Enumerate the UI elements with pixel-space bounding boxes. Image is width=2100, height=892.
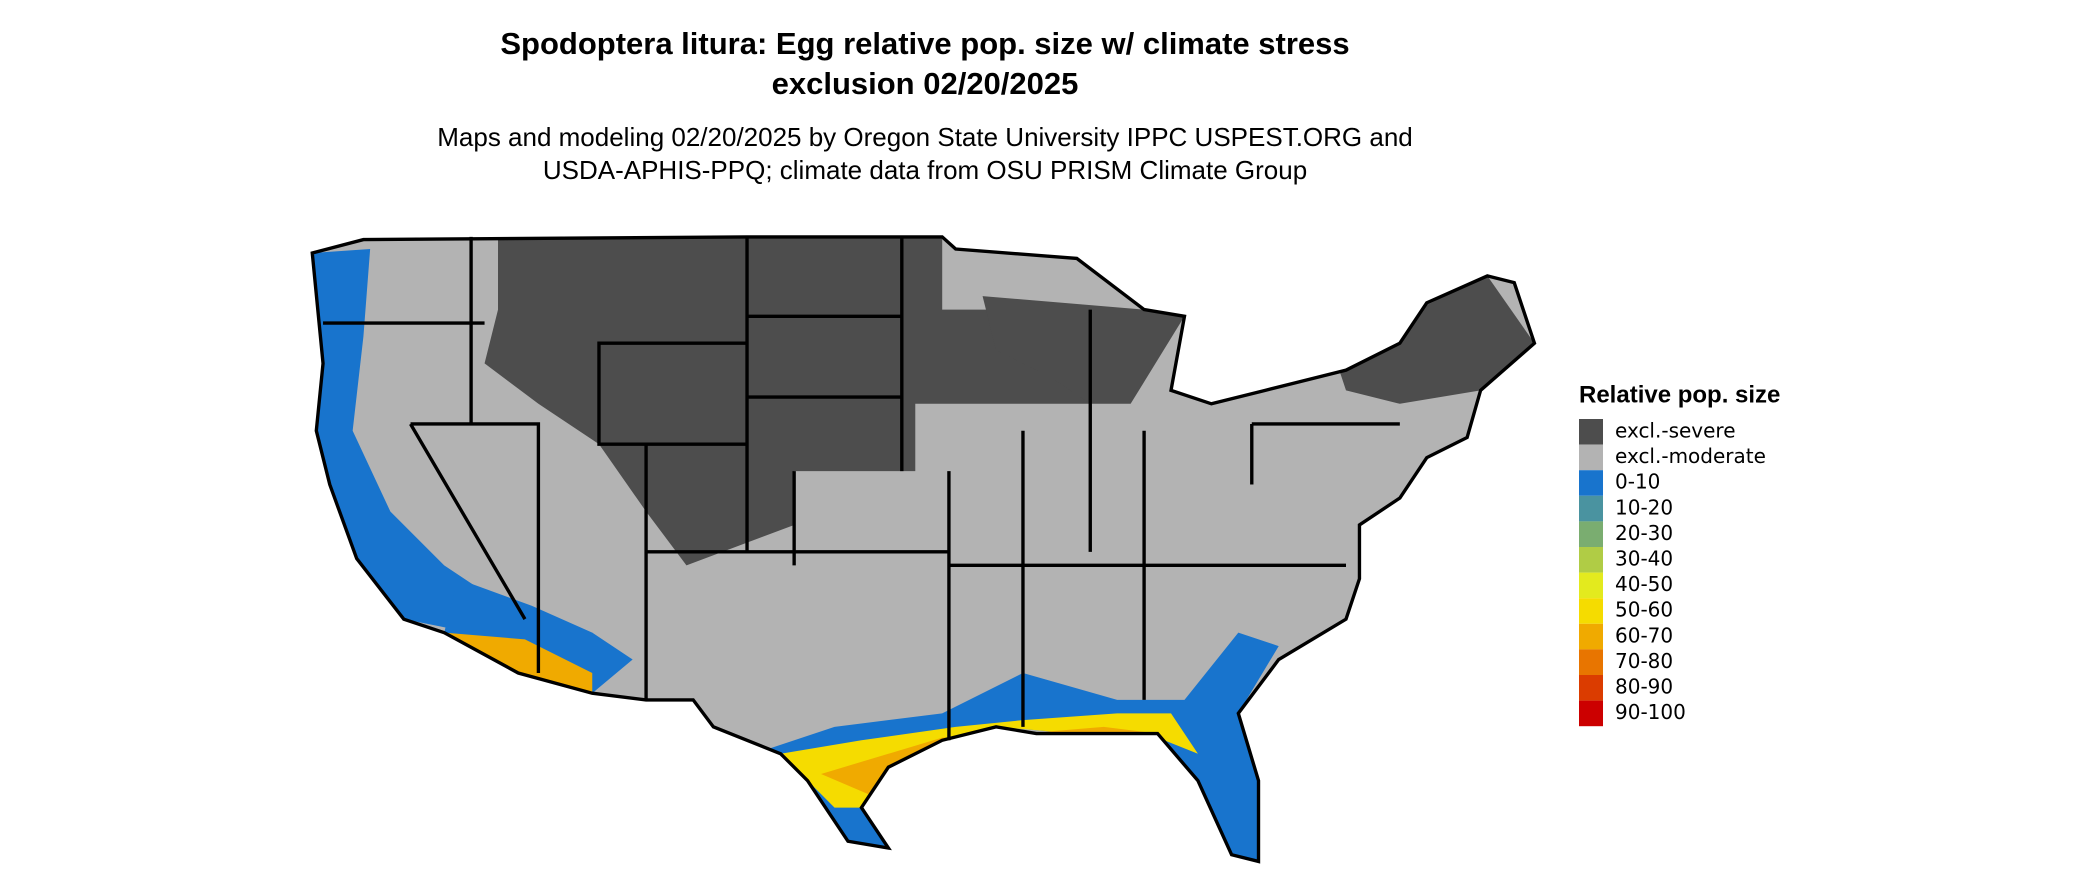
- regions: [312, 236, 1535, 862]
- legend-swatch: [1579, 700, 1603, 727]
- legend-label: 50-60: [1615, 598, 1673, 622]
- subtitle: Maps and modeling 02/20/2025 by Oregon S…: [437, 122, 1413, 152]
- legend-swatch: [1579, 649, 1603, 675]
- severe-zone: [484, 236, 1091, 566]
- legend-label: 10-20: [1615, 495, 1673, 519]
- legend-swatch: [1579, 521, 1603, 547]
- legend-swatch: [1579, 598, 1603, 624]
- legend-label: 90-100: [1615, 700, 1686, 724]
- borders: [323, 236, 1400, 741]
- legend-swatch: [1579, 572, 1603, 599]
- legend-swatch: [1579, 444, 1603, 471]
- desert-hot: [444, 632, 593, 694]
- title: Spodoptera litura: Egg relative pop. siz…: [500, 26, 1349, 61]
- legend-swatch: [1579, 419, 1603, 445]
- legend-swatch: [1579, 623, 1603, 650]
- legend-label: 80-90: [1615, 675, 1673, 699]
- legend-title: Relative pop. size: [1579, 381, 1780, 408]
- legend-label: 40-50: [1615, 572, 1673, 596]
- legend-label: 0-10: [1615, 470, 1660, 494]
- legend: excl.-severeexcl.-moderate0-1010-2020-30…: [1579, 419, 1766, 727]
- legend-label: 20-30: [1615, 521, 1673, 545]
- severe-zone: [1332, 275, 1535, 404]
- west-coast: [312, 249, 485, 633]
- legend-label: 60-70: [1615, 623, 1673, 647]
- title: exclusion 02/20/2025: [772, 66, 1079, 101]
- map: [310, 235, 1537, 864]
- severe-zone: [982, 296, 1185, 404]
- legend-swatch: [1579, 470, 1603, 496]
- legend-label: excl.-severe: [1615, 419, 1736, 443]
- gulf-band: [780, 713, 1198, 808]
- legend-swatch: [1579, 675, 1603, 701]
- legend-swatch: [1579, 547, 1603, 573]
- legend-swatch: [1579, 495, 1603, 522]
- legend-label: 70-80: [1615, 649, 1673, 673]
- state-lines: [310, 235, 1537, 864]
- subtitle: USDA-APHIS-PPQ; climate data from OSU PR…: [543, 155, 1307, 185]
- legend-label: 30-40: [1615, 547, 1673, 571]
- legend-label: excl.-moderate: [1615, 444, 1766, 468]
